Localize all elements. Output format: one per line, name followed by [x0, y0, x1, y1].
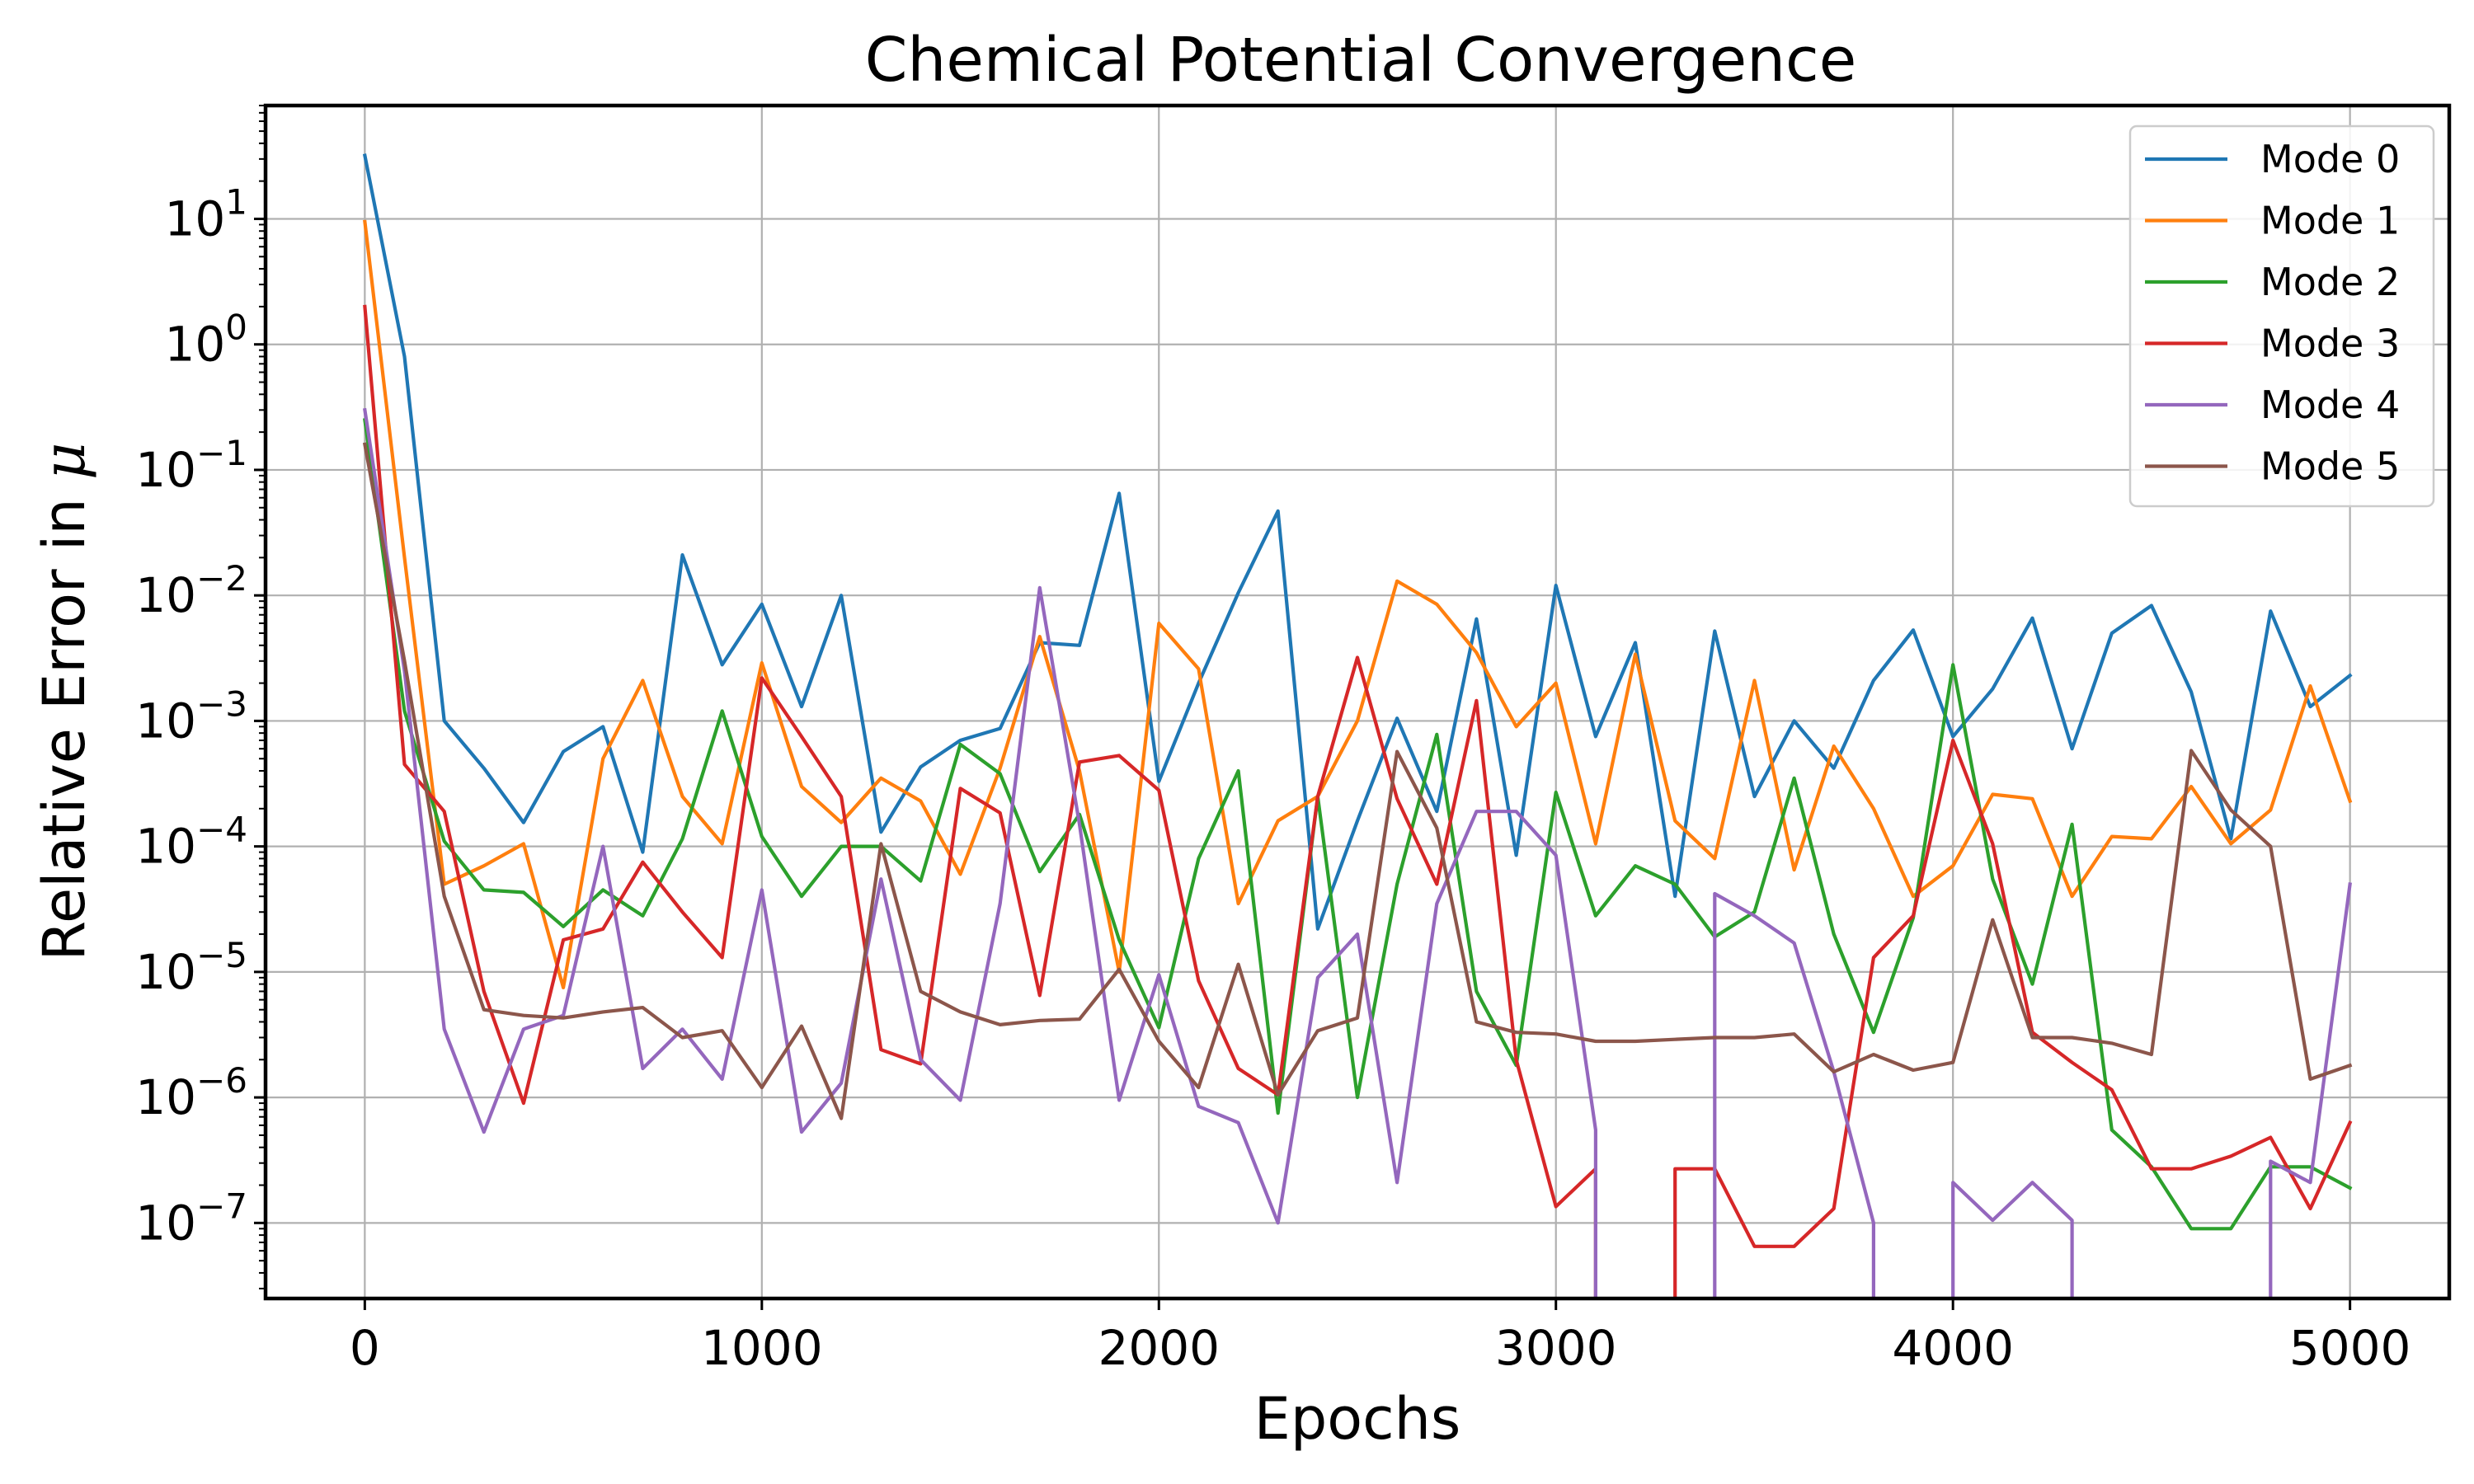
y-axis-label: Relative Error in μ: [31, 443, 98, 961]
y-tick-label-exponent: −5: [196, 935, 247, 975]
series-line-mode-2: [363, 418, 2353, 1231]
series-segment: [1713, 891, 1875, 1298]
x-axis-label: Epochs: [1254, 1385, 1461, 1453]
y-tick-label: 101: [164, 181, 247, 247]
y-tick-label: 100: [164, 308, 247, 373]
y-axis-label-symbol: μ: [31, 443, 98, 481]
y-tick-label-base: 10: [135, 442, 196, 498]
axis-ticks: 0 1000 2000 3000 4000 500010−710−610−510−410−…: [135, 105, 2411, 1376]
legend-entry-label: Mode 2: [2260, 260, 2400, 304]
y-tick-label: 10−2: [135, 558, 247, 623]
y-tick-label-exponent: 0: [225, 308, 247, 348]
x-tick-label: 3000: [1495, 1320, 1617, 1376]
series-lines: [362, 153, 2353, 1298]
series-line-mode-3: [363, 304, 2353, 1298]
y-tick-label-base: 10: [135, 693, 196, 749]
series-segment: [1673, 738, 2353, 1298]
y-axis-label-text: Relative Error in: [31, 480, 98, 960]
y-tick-label-exponent: −6: [196, 1060, 247, 1101]
y-tick-label: 10−6: [135, 1060, 247, 1125]
series-line-mode-4: [363, 407, 2352, 1298]
legend-entry-label: Mode 5: [2260, 444, 2400, 489]
legend-entry-label: Mode 0: [2260, 137, 2400, 181]
y-tick-label: 10−7: [135, 1186, 247, 1251]
y-tick-label: 10−3: [135, 683, 247, 749]
x-tick-label: 4000: [1892, 1320, 2014, 1376]
x-tick-label: 0: [350, 1320, 380, 1376]
series-segment: [363, 304, 1598, 1298]
legend: Mode 0 Mode 1 Mode 2 Mode 3 Mode 4 Mode 5: [2128, 124, 2435, 508]
y-tick-label-exponent: −4: [196, 810, 247, 850]
y-tick-label: 10−5: [135, 935, 247, 1000]
series-line-mode-1: [363, 219, 2353, 990]
y-tick-label-base: 10: [164, 317, 225, 373]
y-tick-label-exponent: −2: [196, 558, 247, 599]
series-segment: [1951, 1181, 2074, 1298]
x-tick-label: 5000: [2289, 1320, 2411, 1376]
y-tick-label-base: 10: [164, 190, 225, 247]
y-tick-label-exponent: −1: [196, 433, 247, 473]
series-segment: [362, 442, 2353, 1120]
series-segment: [2269, 882, 2352, 1298]
series-line-mode-5: [362, 442, 2353, 1120]
plot-frame: [263, 103, 2452, 1301]
series-segment: [363, 418, 2353, 1231]
y-tick-label-exponent: 1: [225, 181, 247, 222]
x-tick-label: 1000: [701, 1320, 823, 1376]
series-segment: [363, 407, 1598, 1298]
grid-lines: [266, 106, 2449, 1298]
y-tick-label-exponent: −7: [196, 1186, 247, 1226]
series-segment: [362, 153, 2353, 931]
y-tick-label-base: 10: [135, 944, 196, 1000]
legend-entry-label: Mode 4: [2260, 383, 2400, 427]
y-tick-label-base: 10: [135, 567, 196, 623]
y-tick-label-base: 10: [135, 1069, 196, 1125]
chart-title: Chemical Potential Convergence: [865, 25, 1856, 96]
y-tick-label-base: 10: [135, 819, 196, 875]
y-tick-label: 10−4: [135, 810, 247, 875]
series-segment: [363, 219, 2353, 990]
series-line-mode-0: [362, 153, 2353, 931]
y-tick-label: 10−1: [135, 433, 247, 498]
y-tick-label-exponent: −3: [196, 683, 247, 724]
y-tick-label-base: 10: [135, 1195, 196, 1251]
legend-entry-label: Mode 1: [2260, 199, 2400, 243]
x-tick-label: 2000: [1098, 1320, 1220, 1376]
legend-entry-label: Mode 3: [2260, 322, 2400, 366]
